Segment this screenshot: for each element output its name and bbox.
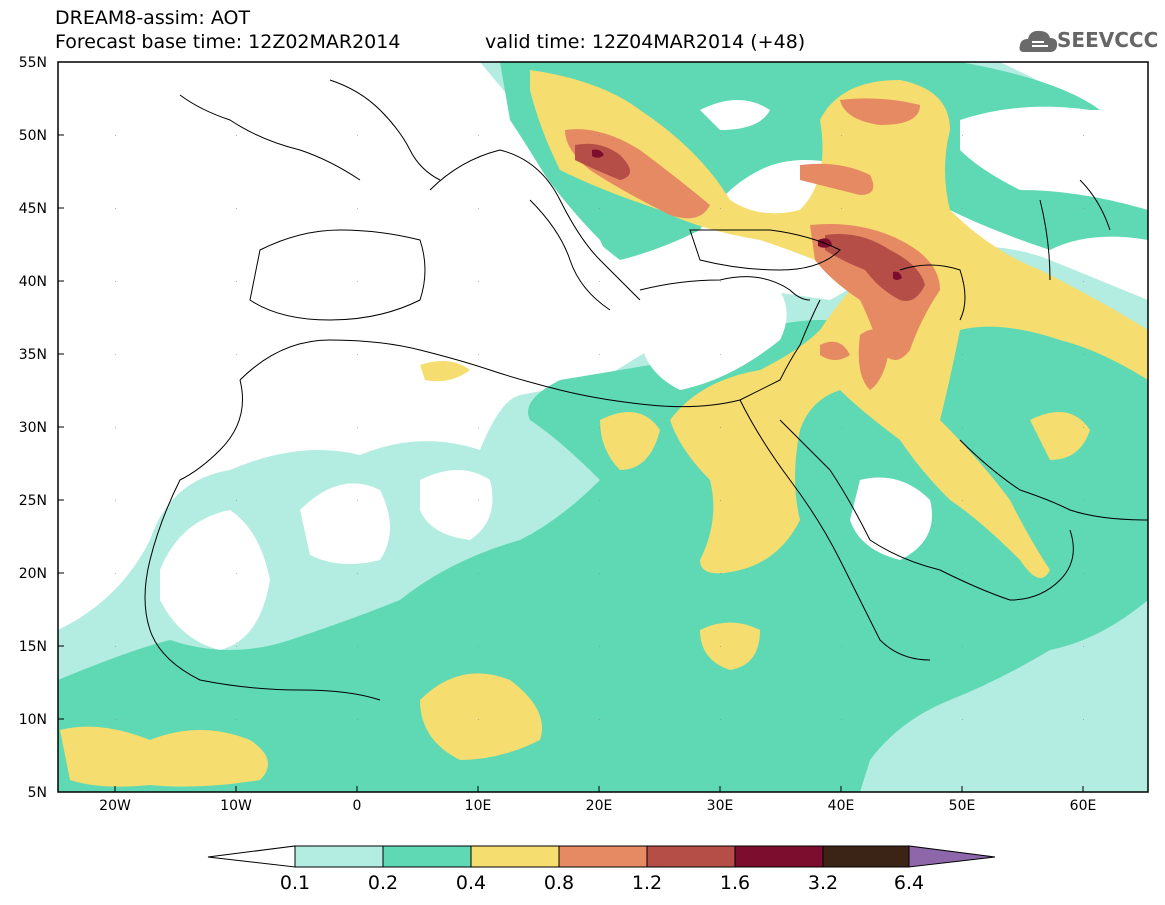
logo-text: SEEVCCC	[1057, 28, 1159, 52]
colorbar-label: 0.2	[367, 872, 399, 894]
lat-label: 20N	[18, 566, 47, 582]
lon-label: 0	[352, 798, 362, 814]
colorbar-label: 0.4	[455, 872, 487, 894]
colorbar-label: 1.6	[719, 872, 751, 894]
lat-label: 30N	[18, 420, 47, 436]
aot-field	[58, 62, 1148, 792]
lon-label: 20W	[99, 798, 131, 814]
lon-label: 60E	[1069, 798, 1097, 814]
colorbar-bin-0.8-1.2	[558, 845, 648, 868]
coastlines	[144, 79, 1148, 701]
map-title: DREAM8-assim: AOT	[55, 7, 251, 29]
lon-label: 10E	[464, 798, 492, 814]
lat-label: 55N	[18, 55, 47, 71]
colorbar-label: 1.2	[631, 872, 663, 894]
colorbar-under-arrow	[207, 845, 296, 868]
colorbar-label: 3.2	[807, 872, 839, 894]
lat-label: 25N	[18, 493, 47, 509]
lon-label: 50E	[948, 798, 976, 814]
lat-label: 5N	[27, 785, 47, 801]
lat-label: 35N	[18, 347, 47, 363]
colorbar	[207, 845, 996, 868]
cloud-icon	[1019, 30, 1058, 52]
lat-label: 15N	[18, 639, 47, 655]
forecast-base-time: Forecast base time: 12Z02MAR2014	[55, 31, 401, 53]
colorbar-bin-0.2-0.4	[382, 845, 472, 868]
colorbar-label: 0.1	[279, 872, 311, 894]
colorbar-bin-0.4-0.8	[470, 845, 560, 868]
lon-label: 20E	[585, 798, 613, 814]
valid-time: valid time: 12Z04MAR2014 (+48)	[485, 31, 806, 53]
lat-label: 45N	[18, 201, 47, 217]
lon-label: 30E	[706, 798, 734, 814]
lat-label: 40N	[18, 274, 47, 290]
lat-label: 10N	[18, 712, 47, 728]
colorbar-bin-1.2-1.6	[646, 845, 736, 868]
lon-label: 10W	[220, 798, 252, 814]
colorbar-bin-1.6-3.2	[734, 845, 824, 868]
colorbar-label: 0.8	[543, 872, 575, 894]
lat-label: 50N	[18, 128, 47, 144]
colorbar-bin-0.1-0.2	[294, 845, 384, 868]
colorbar-label: 6.4	[893, 872, 925, 894]
colorbar-over-arrow	[908, 845, 996, 868]
colorbar-bin-3.2-6.4	[822, 845, 910, 868]
lon-label: 40E	[827, 798, 855, 814]
